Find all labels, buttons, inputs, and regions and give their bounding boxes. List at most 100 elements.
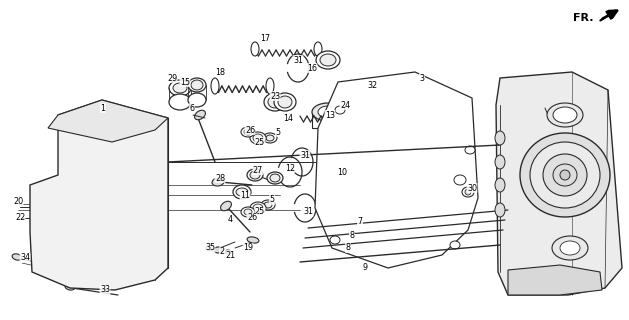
Ellipse shape: [495, 155, 505, 169]
Text: 10: 10: [337, 167, 347, 177]
Ellipse shape: [314, 42, 322, 56]
Text: 15: 15: [180, 77, 190, 86]
Ellipse shape: [126, 269, 134, 275]
Ellipse shape: [120, 134, 130, 142]
Ellipse shape: [553, 107, 577, 123]
Ellipse shape: [320, 54, 336, 66]
Ellipse shape: [12, 254, 22, 260]
Ellipse shape: [450, 241, 460, 249]
Ellipse shape: [268, 96, 282, 108]
Ellipse shape: [560, 170, 570, 180]
Ellipse shape: [244, 209, 252, 215]
Text: 16: 16: [307, 63, 317, 73]
Ellipse shape: [169, 94, 191, 110]
Ellipse shape: [462, 187, 474, 197]
Ellipse shape: [553, 164, 577, 186]
Ellipse shape: [253, 134, 263, 142]
Text: 32: 32: [367, 81, 377, 90]
Ellipse shape: [552, 236, 588, 260]
Text: 14: 14: [283, 114, 293, 123]
Ellipse shape: [250, 171, 260, 179]
Ellipse shape: [212, 178, 224, 186]
Ellipse shape: [264, 93, 286, 111]
Ellipse shape: [247, 169, 263, 181]
Ellipse shape: [330, 236, 340, 244]
Text: 30: 30: [467, 183, 477, 193]
Ellipse shape: [188, 93, 206, 107]
Text: 26: 26: [247, 213, 257, 222]
Text: 29: 29: [167, 74, 177, 83]
Ellipse shape: [261, 200, 275, 210]
Ellipse shape: [253, 204, 263, 212]
Ellipse shape: [214, 247, 222, 253]
Text: 22: 22: [15, 213, 25, 222]
Text: 11: 11: [240, 191, 250, 201]
Ellipse shape: [266, 78, 274, 94]
Ellipse shape: [86, 228, 98, 236]
Ellipse shape: [191, 80, 203, 90]
Text: 25: 25: [255, 138, 265, 147]
Ellipse shape: [495, 203, 505, 217]
Ellipse shape: [150, 155, 160, 169]
Ellipse shape: [274, 93, 296, 111]
Ellipse shape: [206, 245, 214, 251]
Text: 2: 2: [220, 247, 225, 257]
Ellipse shape: [80, 177, 110, 193]
Text: 4: 4: [228, 215, 233, 225]
Ellipse shape: [67, 264, 77, 272]
Ellipse shape: [316, 51, 340, 69]
Text: 35: 35: [205, 244, 215, 252]
Text: 1: 1: [101, 103, 106, 113]
Text: 8: 8: [350, 230, 355, 239]
Ellipse shape: [236, 188, 248, 196]
Ellipse shape: [530, 142, 600, 208]
Text: 7: 7: [357, 218, 362, 227]
Ellipse shape: [33, 215, 43, 221]
Text: 34: 34: [20, 253, 30, 262]
Ellipse shape: [80, 225, 104, 239]
Text: 17: 17: [260, 34, 270, 43]
Text: 26: 26: [245, 125, 255, 134]
Text: 24: 24: [340, 100, 350, 109]
Ellipse shape: [241, 127, 255, 137]
Ellipse shape: [335, 106, 345, 114]
Ellipse shape: [318, 106, 338, 118]
Text: 13: 13: [325, 110, 335, 119]
Ellipse shape: [250, 202, 266, 214]
Ellipse shape: [74, 222, 110, 242]
Ellipse shape: [241, 207, 255, 217]
Ellipse shape: [146, 140, 154, 146]
Ellipse shape: [100, 271, 110, 279]
Ellipse shape: [73, 173, 117, 197]
Ellipse shape: [543, 154, 587, 196]
Polygon shape: [496, 72, 622, 295]
Text: 8: 8: [345, 244, 350, 252]
Text: 21: 21: [225, 251, 235, 260]
Text: 19: 19: [243, 244, 253, 252]
Ellipse shape: [149, 177, 161, 193]
Ellipse shape: [495, 131, 505, 145]
Polygon shape: [30, 100, 168, 290]
Polygon shape: [508, 265, 602, 295]
Text: 25: 25: [255, 207, 265, 217]
Ellipse shape: [225, 250, 231, 254]
Text: 9: 9: [362, 263, 367, 273]
Ellipse shape: [146, 265, 154, 271]
Ellipse shape: [221, 201, 231, 211]
Text: 18: 18: [215, 68, 225, 76]
Text: 28: 28: [215, 173, 225, 182]
Ellipse shape: [233, 185, 251, 199]
Text: 5: 5: [276, 127, 281, 137]
Ellipse shape: [211, 78, 219, 94]
Ellipse shape: [244, 129, 252, 135]
Ellipse shape: [150, 226, 160, 238]
Ellipse shape: [247, 237, 259, 243]
Ellipse shape: [560, 241, 580, 255]
Ellipse shape: [173, 83, 187, 93]
Ellipse shape: [465, 189, 471, 195]
Ellipse shape: [270, 174, 280, 182]
Ellipse shape: [547, 103, 583, 127]
Ellipse shape: [33, 204, 43, 210]
Ellipse shape: [312, 103, 344, 121]
Ellipse shape: [87, 180, 103, 190]
